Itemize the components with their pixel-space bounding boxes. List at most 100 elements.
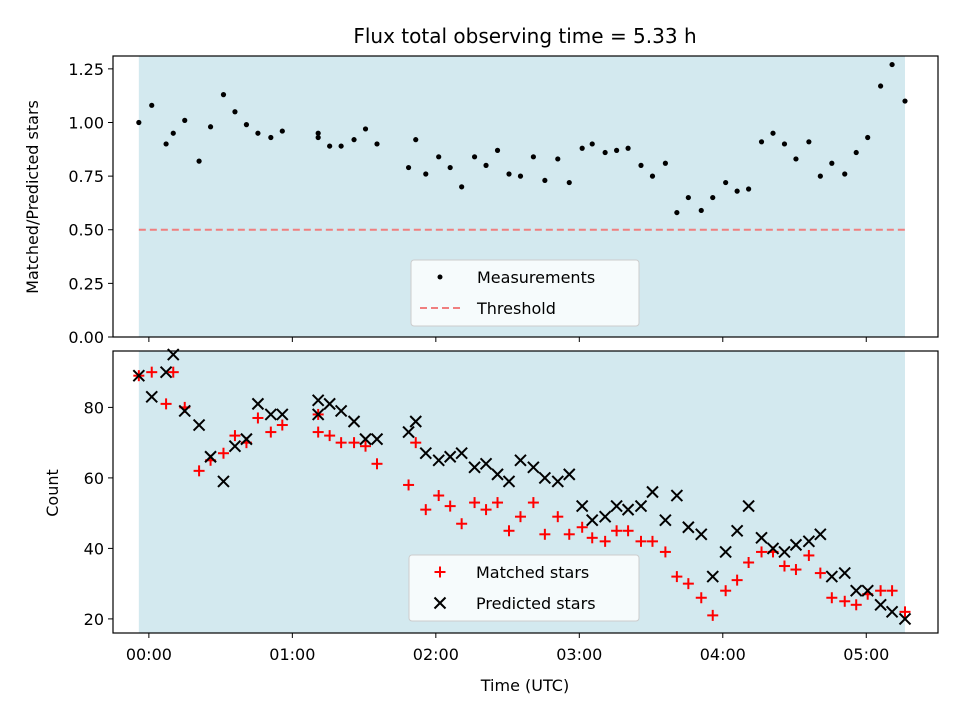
measurement-point — [710, 194, 716, 201]
predicted-star-point — [610, 499, 623, 513]
measurement-point — [566, 179, 572, 186]
matched-star-point — [403, 479, 415, 491]
matched-star-point — [720, 585, 732, 597]
measurement-point — [555, 156, 561, 162]
matched-star-point — [886, 585, 898, 597]
predicted-star-point — [646, 485, 659, 499]
predicted-star-point — [861, 584, 874, 597]
measurement-point — [374, 141, 380, 147]
matched-star-point — [229, 430, 241, 442]
y-tick-label: 0.25 — [68, 274, 104, 293]
predicted-star-point — [575, 499, 589, 513]
time-x-axis-label: Time (UTC) — [480, 676, 569, 695]
measurement-point — [315, 134, 321, 141]
predicted-star-point — [132, 369, 146, 382]
predicted-star-point — [814, 528, 827, 541]
x-tick-label: 01:00 — [269, 645, 315, 664]
measurement-point — [494, 147, 501, 153]
x-tick-label: 00:00 — [126, 645, 172, 664]
predicted-star-point — [621, 503, 635, 516]
predicted-star-point — [432, 454, 445, 467]
measurement-point — [853, 149, 859, 156]
predicted-star-point — [802, 535, 816, 548]
matched-star-point — [622, 525, 634, 537]
measurement-point — [530, 154, 536, 160]
measurement-point — [483, 162, 489, 168]
measurement-point — [614, 147, 620, 153]
y-tick-label: 60 — [84, 469, 104, 488]
predicted-star-point — [825, 570, 839, 583]
matched-star-point — [671, 571, 683, 583]
legend-predicted-label: Predicted stars — [476, 594, 596, 613]
measurement-point — [423, 171, 429, 177]
matched-star-point — [252, 412, 264, 424]
y-tick-label: 1.00 — [68, 113, 104, 132]
measurement-point — [170, 130, 176, 136]
predicted-star-point — [419, 447, 432, 460]
x-tick-label: 05:00 — [843, 645, 889, 664]
predicted-star-point — [563, 468, 576, 481]
legend-matched-label: Matched stars — [476, 563, 589, 582]
predicted-star-point — [634, 499, 648, 513]
matched-star-point — [695, 592, 707, 604]
y-tick-label: 20 — [84, 610, 104, 629]
measurement-point — [413, 137, 419, 143]
count-y-ticks: 20 40 60 80 — [84, 398, 113, 629]
measurement-point — [842, 171, 848, 177]
predicted-star-point — [766, 542, 780, 555]
legend-predicted-marker — [433, 596, 447, 610]
ratio-x-ticks — [148, 337, 867, 342]
matched-star-point — [527, 497, 539, 509]
measurement-point — [589, 141, 595, 147]
predicted-star-point — [443, 450, 457, 463]
measurement-point — [362, 126, 369, 132]
matched-star-point — [539, 528, 551, 540]
measurement-point — [829, 160, 835, 166]
ratio-panel-frame — [112, 55, 939, 338]
y-tick-label: 80 — [84, 398, 104, 417]
measurement-point — [865, 134, 871, 141]
predicted-star-point — [145, 390, 158, 404]
x-tick-label: 03:00 — [556, 645, 602, 664]
predicted-star-point — [359, 432, 372, 446]
measurement-point — [196, 158, 202, 164]
predicted-star-point — [730, 524, 744, 537]
predicted-star-point — [755, 531, 768, 545]
y-tick-label: 0.00 — [68, 328, 104, 347]
matched-star-point — [790, 564, 802, 576]
matched-star-point — [167, 366, 179, 378]
matched-star-point — [563, 528, 575, 540]
predicted-star-point — [659, 513, 672, 527]
matched-star-point — [160, 398, 172, 410]
x-tick-label: 04:00 — [700, 645, 746, 664]
measurement-point — [734, 188, 740, 194]
predicted-star-point — [789, 538, 803, 552]
matched-star-point — [611, 525, 623, 537]
measurement-point — [136, 119, 142, 126]
measurement-point — [542, 177, 548, 184]
measurement-point — [602, 149, 608, 156]
matched-star-point — [756, 546, 768, 558]
measurement-point — [723, 179, 729, 186]
matched-star-point — [410, 437, 422, 449]
matched-star-point — [850, 599, 862, 611]
matched-star-point — [312, 426, 324, 438]
measurement-point — [746, 186, 752, 192]
matched-star-point — [899, 606, 911, 618]
predicted-star-point — [178, 404, 191, 418]
measurement-point — [207, 124, 214, 130]
measurement-point — [902, 98, 908, 104]
predicted-star-point — [455, 447, 468, 460]
measurement-point — [405, 164, 412, 171]
matched-star-point — [599, 535, 611, 547]
predicted-star-point — [276, 408, 289, 421]
predicted-star-point — [898, 612, 912, 626]
legend-plus-glyph — [434, 566, 446, 578]
count-panel-frame — [112, 350, 939, 634]
predicted-star-point — [311, 394, 325, 407]
matched-star-point — [492, 497, 504, 509]
predicted-star-point — [706, 570, 719, 583]
matched-star-point — [839, 595, 851, 607]
measurement-point — [351, 137, 357, 143]
